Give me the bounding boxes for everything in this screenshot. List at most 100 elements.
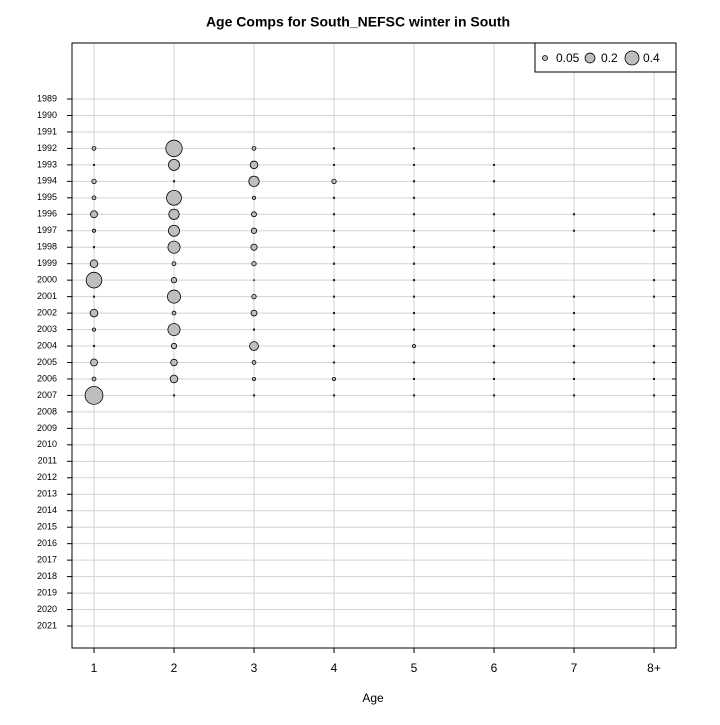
- bubble: [652, 377, 656, 381]
- bubble: [572, 344, 576, 348]
- y-tick-label: 2011: [38, 456, 57, 466]
- bubble: [652, 394, 656, 397]
- bubble: [492, 295, 496, 298]
- bubble: [331, 178, 337, 184]
- plot-border: [71, 42, 677, 649]
- y-tick-label: 2013: [37, 489, 57, 499]
- bubble: [89, 259, 99, 268]
- bubble: [572, 377, 576, 381]
- bubble: [167, 289, 181, 304]
- bubble: [332, 262, 336, 265]
- bubble: [250, 227, 258, 234]
- y-tick-label: 2020: [37, 604, 57, 614]
- bubble: [332, 295, 336, 298]
- y-tick-label: 1990: [37, 110, 57, 120]
- bubble: [332, 278, 336, 282]
- bubble: [248, 175, 260, 187]
- bubble: [92, 163, 96, 167]
- bubble: [412, 377, 416, 381]
- bubble: [332, 246, 336, 249]
- bubble: [332, 328, 336, 331]
- bubble: [332, 229, 336, 232]
- bubble: [170, 358, 178, 367]
- bubble: [172, 180, 176, 183]
- bubble: [253, 279, 255, 282]
- bubble: [652, 213, 656, 216]
- bubble: [492, 246, 496, 249]
- bubble: [332, 311, 336, 315]
- bubble: [251, 146, 257, 151]
- y-tick-label: 2007: [37, 390, 57, 400]
- bubble: [332, 394, 336, 397]
- y-tick-label: 2021: [37, 620, 57, 630]
- x-tick-label: 7: [571, 661, 578, 675]
- bubble: [332, 213, 336, 216]
- y-tick-label: 2002: [37, 307, 57, 317]
- bubble: [492, 361, 496, 364]
- x-tick-label: 3: [251, 661, 258, 675]
- y-tick-label: 2018: [37, 571, 57, 581]
- legend-label: 0.4: [643, 51, 660, 65]
- bubble: [167, 323, 181, 337]
- y-tick-label: 2006: [37, 373, 57, 383]
- bubble: [91, 178, 97, 184]
- legend-box: [534, 42, 677, 73]
- bubble: [652, 278, 656, 282]
- bubble: [251, 261, 257, 267]
- bubble: [171, 261, 177, 267]
- x-tick-label: 4: [331, 661, 338, 675]
- bubble: [332, 163, 336, 167]
- y-tick-label: 1999: [37, 258, 57, 268]
- bubble: [652, 229, 656, 232]
- y-tick-label: 2016: [37, 538, 57, 548]
- bubble: [92, 295, 96, 298]
- x-tick-label: 5: [411, 661, 418, 675]
- y-tick-label: 2012: [37, 472, 57, 482]
- x-axis-label: Age: [362, 691, 384, 705]
- bubble: [652, 295, 656, 298]
- bubble: [171, 310, 177, 316]
- bubble: [168, 158, 180, 171]
- y-tick-label: 1994: [37, 176, 57, 186]
- bubble: [165, 139, 183, 158]
- bubble: [90, 358, 98, 367]
- bubble: [249, 341, 259, 351]
- chart-title: Age Comps for South_NEFSC winter in Sout…: [206, 14, 510, 30]
- bubble: [84, 386, 104, 405]
- y-tick-label: 2000: [37, 275, 57, 285]
- bubble: [91, 146, 97, 151]
- bubble: [572, 295, 576, 298]
- y-tick-label: 2005: [37, 357, 57, 367]
- bubble: [412, 180, 416, 183]
- bubble: [412, 229, 416, 232]
- bubble: [251, 211, 257, 218]
- bubble: [89, 308, 99, 318]
- y-tick-label: 1989: [37, 93, 57, 103]
- bubble: [492, 377, 496, 381]
- bubble: [492, 311, 496, 315]
- bubble: [492, 394, 496, 397]
- bubble: [250, 243, 258, 251]
- bubble: [332, 147, 336, 150]
- bubble: [412, 196, 416, 199]
- bubble: [332, 377, 336, 381]
- y-tick-label: 2008: [37, 406, 57, 416]
- bubble: [492, 229, 496, 232]
- bubble: [412, 311, 416, 315]
- bubble: [412, 328, 416, 331]
- bubble: [492, 213, 496, 216]
- y-tick-label: 1996: [37, 209, 57, 219]
- bubble: [92, 246, 96, 249]
- legend-bubble: [542, 55, 548, 61]
- bubble: [252, 195, 256, 200]
- bubble: [92, 327, 96, 332]
- bubble: [332, 344, 336, 348]
- bubble: [492, 344, 496, 348]
- bubble: [250, 309, 258, 317]
- y-tick-label: 1992: [37, 143, 57, 153]
- bubble: [412, 361, 416, 364]
- y-tick-label: 2001: [37, 291, 57, 301]
